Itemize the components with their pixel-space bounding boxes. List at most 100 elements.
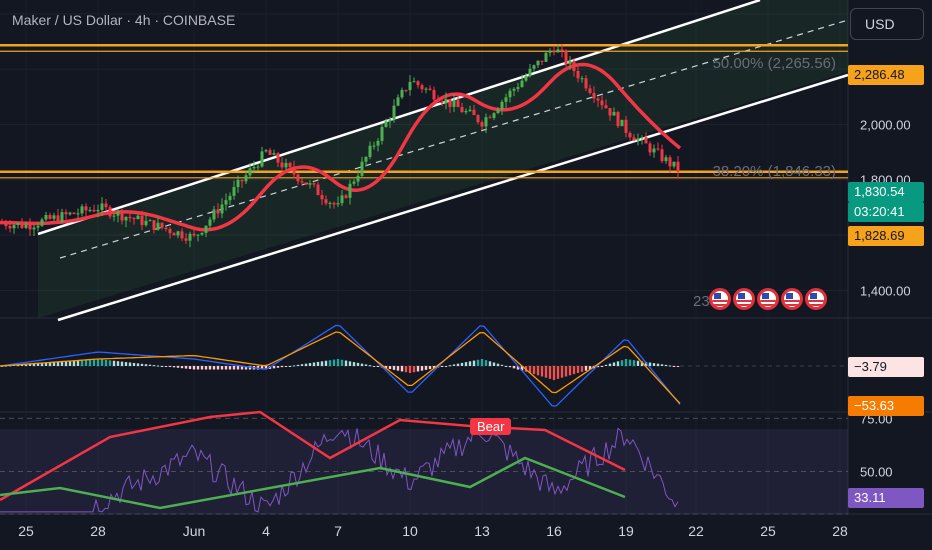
candle-body [228, 195, 232, 201]
candle-body [144, 220, 148, 226]
macd-histogram-bar [340, 359, 344, 366]
macd-histogram-bar [184, 366, 188, 369]
y-tick-label: 1,400.00 [860, 283, 911, 298]
candle-body [212, 209, 216, 220]
candle-body [412, 81, 416, 83]
us-flag-icon[interactable] [805, 288, 827, 310]
rsi-value-tag: 33.11 [848, 488, 924, 508]
hline-top-tag: 2,286.48 [848, 65, 924, 85]
macd-histogram-bar [124, 362, 128, 366]
candle-body [192, 233, 196, 236]
candle-body [464, 111, 468, 113]
macd-histogram-bar [280, 366, 284, 368]
fib-labels: 50.00% (2,265.56) 38.20% (1,846.33) 23 [693, 55, 836, 310]
candle-body [128, 216, 132, 219]
candle-body [492, 113, 496, 118]
macd-histogram-bar [116, 361, 120, 366]
candle-body [584, 78, 588, 89]
candle-body [172, 233, 176, 236]
candle-body [380, 126, 384, 141]
candle-body [60, 212, 64, 223]
candle-body [184, 238, 188, 241]
macd-histogram-bar [196, 366, 200, 370]
x-tick-label: 16 [546, 523, 562, 539]
macd-histogram-bar [384, 366, 388, 369]
macd-histogram-bar [536, 366, 540, 376]
candle-body [596, 98, 600, 101]
candle-body [536, 60, 540, 66]
candle-body [236, 180, 240, 188]
macd-histogram-bar [492, 362, 496, 366]
candle-body [508, 90, 512, 98]
x-tick-label: 10 [402, 523, 418, 539]
macd-histogram-bar [332, 359, 336, 366]
candle-body [332, 202, 336, 205]
us-flag-icon[interactable] [781, 288, 803, 310]
candle-body [308, 183, 312, 185]
macd-histogram-bar [388, 366, 392, 370]
macd-histogram-bar [584, 366, 588, 371]
macd-histogram-bar [576, 366, 580, 373]
macd-histogram-bar [440, 366, 444, 367]
macd-histogram-bar [608, 363, 612, 366]
macd-histogram-bar [448, 365, 452, 367]
candle-body [392, 105, 396, 120]
macd-histogram-bar [296, 364, 300, 366]
candle-body [632, 137, 636, 141]
candle-body [636, 138, 640, 141]
candle-body [324, 199, 328, 204]
candle-body [560, 49, 564, 52]
macd-value-tag: −3.79 [848, 357, 924, 377]
x-tick-label: 22 [688, 523, 704, 539]
candle-body [656, 148, 660, 150]
candle-body [628, 132, 632, 138]
candle-body [220, 204, 224, 214]
currency-button[interactable]: USD [850, 8, 924, 40]
candle-body [520, 80, 524, 88]
candle-body [388, 119, 392, 122]
macd-histogram-bar [144, 364, 148, 366]
macd-histogram-bar [588, 366, 592, 370]
candle-body [612, 112, 616, 116]
macd-histogram-bar [348, 361, 352, 366]
macd-histogram-bar [352, 362, 356, 366]
macd-histogram-bar [284, 366, 288, 367]
macd-histogram-bar [160, 366, 164, 367]
candle-body [0, 222, 4, 224]
macd-histogram-bar [204, 366, 208, 370]
candle-body [416, 81, 420, 86]
us-flag-icon[interactable] [757, 288, 779, 310]
candle-body [368, 145, 372, 157]
candle-body [472, 109, 476, 116]
macd-histogram-bar [236, 366, 240, 370]
macd-histogram-bar [216, 366, 220, 370]
macd-histogram-bar [408, 366, 412, 373]
chart-title: Maker / US Dollar · 4h · COINBASE [12, 12, 236, 28]
macd-histogram-bar [168, 366, 172, 367]
macd-histogram-bar [104, 359, 108, 366]
macd-histogram-bar [244, 366, 248, 370]
macd-histogram-bar [600, 366, 604, 367]
candle-body [608, 108, 612, 116]
x-tick-label: 7 [334, 523, 342, 539]
macd-histogram-bar [652, 363, 656, 366]
candles [0, 43, 680, 248]
candle-body [568, 60, 572, 64]
candle-body [264, 150, 268, 152]
candle-body [152, 220, 156, 230]
candle-body [676, 161, 680, 172]
macd-histogram-bar [224, 366, 228, 370]
candle-body [4, 222, 8, 227]
us-flag-icon[interactable] [733, 288, 755, 310]
candle-body [548, 51, 552, 53]
channel-lower [57, 73, 849, 322]
macd-histogram-bar [24, 364, 28, 366]
x-tick-label: 25 [18, 523, 34, 539]
candle-body [116, 211, 120, 216]
macd-histogram-bar [504, 366, 508, 367]
macd-histogram-bar [44, 362, 48, 366]
candle-body [484, 117, 488, 127]
bear-label: Bear [470, 418, 512, 435]
us-flag-icon[interactable] [709, 288, 731, 310]
